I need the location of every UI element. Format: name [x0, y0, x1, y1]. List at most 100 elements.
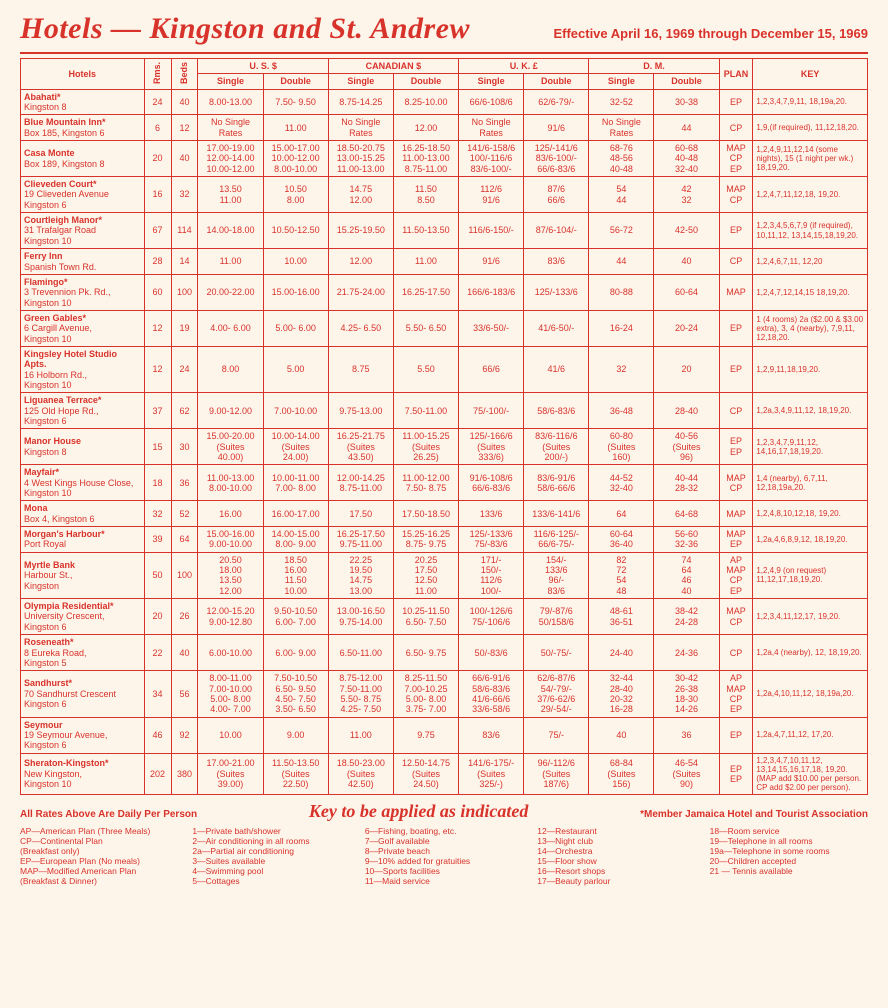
uk-single-cell: 141/6-175/-(Suites325/-) [459, 753, 524, 795]
legend-item: 19a—Telephone in some rooms [710, 846, 868, 856]
legend-item: AP—American Plan (Three Meals) [20, 826, 178, 836]
beds-cell: 100 [171, 552, 198, 598]
uk-double-cell: 58/6-83/6 [524, 393, 589, 429]
us-single-cell: 4.00- 6.00 [198, 310, 263, 346]
table-row: Manor HouseKingston 8153015.00-20.00(Sui… [21, 429, 868, 465]
dm-single-cell: 44-5232-40 [589, 465, 654, 501]
plan-cell: EP [719, 310, 753, 346]
us-single-cell: 6.00-10.00 [198, 635, 263, 671]
dm-double-cell: 20-24 [654, 310, 719, 346]
uk-double-cell: 87/6-104/- [524, 213, 589, 249]
beds-cell: 64 [171, 527, 198, 553]
uk-single-cell: 50/-83/6 [459, 635, 524, 671]
ca-single-cell: 17.50 [328, 501, 393, 527]
legend-item: 14—Orchestra [537, 846, 695, 856]
legend-item: 4—Swimming pool [192, 866, 350, 876]
dm-double-cell: 40-4428-32 [654, 465, 719, 501]
plan-legend-col: AP—American Plan (Three Meals)CP—Contine… [20, 826, 178, 886]
dm-double-cell: 42-50 [654, 213, 719, 249]
table-row: Blue Mountain Inn*Box 185, Kingston 6612… [21, 115, 868, 141]
us-double-cell: 16.00-17.00 [263, 501, 328, 527]
hotel-cell: Seymour19 Seymour Avenue,Kingston 6 [21, 717, 145, 753]
key-legend-col: 12—Restaurant13—Night club14—Orchestra15… [537, 826, 695, 886]
ca-single-cell: No SingleRates [328, 115, 393, 141]
us-double-cell: 10.00-14.00(Suites24.00) [263, 429, 328, 465]
beds-cell: 32 [171, 177, 198, 213]
col-dm: D. M. [589, 59, 719, 74]
table-row: Seymour19 Seymour Avenue,Kingston 646921… [21, 717, 868, 753]
rms-cell: 28 [144, 249, 171, 275]
uk-single-cell: 141/6-158/6100/-116/683/6-100/- [459, 141, 524, 177]
dm-double-cell: 30-4226-3818-3014-26 [654, 671, 719, 717]
dm-double-cell: 40-56(Suites96) [654, 429, 719, 465]
table-row: Sandhurst*70 Sandhurst CrescentKingston … [21, 671, 868, 717]
uk-single-cell: 66/6-91/658/6-83/641/6-66/633/6-58/6 [459, 671, 524, 717]
beds-cell: 19 [171, 310, 198, 346]
member-note: *Member Jamaica Hotel and Tourist Associ… [640, 809, 868, 820]
ca-double-cell: 12.50-14.75(Suites24.50) [393, 753, 458, 795]
table-row: MonaBox 4, Kingston 6325216.0016.00-17.0… [21, 501, 868, 527]
col-us: U. S. $ [198, 59, 328, 74]
legend-item: 5—Cottages [192, 876, 350, 886]
hotel-cell: Roseneath*8 Eureka Road,Kingston 5 [21, 635, 145, 671]
legend-item: 6—Fishing, boating, etc. [365, 826, 523, 836]
uk-double-cell: 87/666/6 [524, 177, 589, 213]
dm-double-cell: 60-64 [654, 274, 719, 310]
key-cell: 1,2,3,4,7,9,11, 18,19a,20. [753, 89, 868, 115]
uk-single-cell: 33/6-50/- [459, 310, 524, 346]
uk-double-cell: 75/- [524, 717, 589, 753]
us-single-cell: 20.00-22.00 [198, 274, 263, 310]
hotel-cell: Mayfair*4 West Kings House Close,Kingsto… [21, 465, 145, 501]
hotel-cell: Olympia Residential*University Crescent,… [21, 599, 145, 635]
plan-cell: MAPCP [719, 177, 753, 213]
dm-double-cell: 4232 [654, 177, 719, 213]
legend-item: 11—Maid service [365, 876, 523, 886]
dm-single-cell: 68-7648-5640-48 [589, 141, 654, 177]
col-can-single: Single [328, 74, 393, 89]
dm-single-cell: 82725448 [589, 552, 654, 598]
dm-single-cell: 60-80(Suites160) [589, 429, 654, 465]
ca-double-cell: 6.50- 9.75 [393, 635, 458, 671]
beds-cell: 40 [171, 89, 198, 115]
dm-double-cell: 46-54(Suites90) [654, 753, 719, 795]
legend-item: 21 — Tennis available [710, 866, 868, 876]
dm-single-cell: 32-4428-4020-3216-28 [589, 671, 654, 717]
ca-double-cell: 16.25-17.50 [393, 274, 458, 310]
beds-cell: 40 [171, 141, 198, 177]
key-legend: AP—American Plan (Three Meals)CP—Contine… [20, 826, 868, 886]
effective-date: Effective April 16, 1969 through Decembe… [553, 26, 868, 41]
ca-single-cell: 15.25-19.50 [328, 213, 393, 249]
rms-cell: 39 [144, 527, 171, 553]
uk-single-cell: 133/6 [459, 501, 524, 527]
beds-cell: 26 [171, 599, 198, 635]
plan-cell: CP [719, 635, 753, 671]
rms-cell: 22 [144, 635, 171, 671]
us-single-cell: 8.00-13.00 [198, 89, 263, 115]
hotel-cell: Ferry InnSpanish Town Rd. [21, 249, 145, 275]
dm-single-cell: 32-52 [589, 89, 654, 115]
rms-cell: 67 [144, 213, 171, 249]
us-single-cell: 11.00-13.008.00-10.00 [198, 465, 263, 501]
plan-cell: MAPCP [719, 465, 753, 501]
plan-cell: MAPCP [719, 599, 753, 635]
table-row: Clieveden Court*19 Clieveden AvenueKings… [21, 177, 868, 213]
col-uk-single: Single [459, 74, 524, 89]
dm-single-cell: 44 [589, 249, 654, 275]
dm-single-cell: 48-6136-51 [589, 599, 654, 635]
us-double-cell: 10.50-12.50 [263, 213, 328, 249]
hotel-cell: Manor HouseKingston 8 [21, 429, 145, 465]
ca-double-cell: 8.25-11.507.00-10.255.00- 8.003.75- 7.00 [393, 671, 458, 717]
us-double-cell: 7.00-10.00 [263, 393, 328, 429]
uk-single-cell: 75/-100/- [459, 393, 524, 429]
us-double-cell: 15.00-16.00 [263, 274, 328, 310]
key-cell: 1,2a,3,4,9,11,12, 18,19,20. [753, 393, 868, 429]
uk-single-cell: 83/6 [459, 717, 524, 753]
beds-cell: 380 [171, 753, 198, 795]
us-single-cell: 17.00-21.00(Suites39.00) [198, 753, 263, 795]
us-double-cell: 14.00-15.008.00- 9.00 [263, 527, 328, 553]
col-hotels: Hotels [21, 59, 145, 90]
rms-cell: 15 [144, 429, 171, 465]
ca-single-cell: 18.50-20.7513.00-15.2511.00-13.00 [328, 141, 393, 177]
plan-cell: CP [719, 249, 753, 275]
hotel-cell: Courtleigh Manor*31 Trafalgar RoadKingst… [21, 213, 145, 249]
